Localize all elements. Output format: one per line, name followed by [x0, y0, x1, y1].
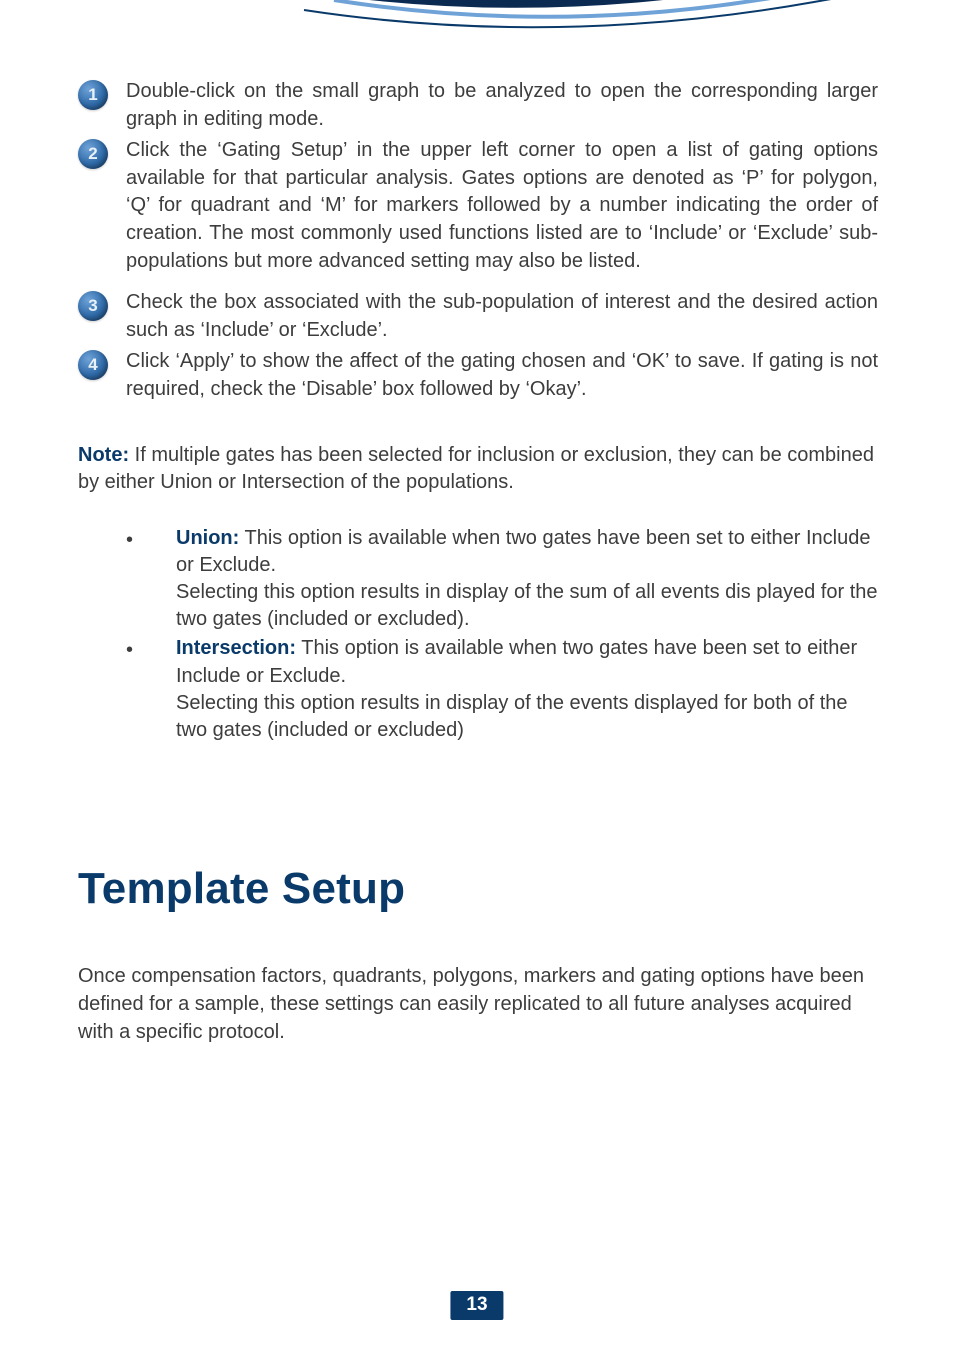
step-badge: 4 [78, 348, 126, 380]
step-badge: 1 [78, 78, 126, 110]
note-text: If multiple gates has been selected for … [78, 444, 874, 494]
step-badge: 2 [78, 137, 126, 169]
page-number: 13 [450, 1291, 503, 1320]
bullet-union: • Union: This option is available when t… [120, 525, 878, 634]
step-number-badge: 4 [78, 350, 108, 380]
step-2: 2 Click the ‘Gating Setup’ in the upper … [78, 137, 878, 275]
bullet-text: Union: This option is available when two… [176, 525, 878, 634]
note-label: Note: [78, 444, 129, 466]
bullet-body: This option is available when two gates … [176, 527, 870, 576]
step-3: 3 Check the box associated with the sub-… [78, 289, 878, 344]
step-text: Double-click on the small graph to be an… [126, 78, 878, 133]
bullet-list: • Union: This option is available when t… [78, 525, 878, 745]
bullet-intersection: • Intersection: This option is available… [120, 635, 878, 744]
step-number-badge: 3 [78, 291, 108, 321]
header-swoosh [294, 0, 954, 80]
bullet-text: Intersection: This option is available w… [176, 635, 878, 744]
step-number-badge: 1 [78, 80, 108, 110]
bullet-marker: • [120, 525, 176, 634]
bullet-sub: Selecting this option results in display… [176, 579, 878, 633]
page: 1 Double-click on the small graph to be … [0, 0, 954, 1354]
bullet-sub: Selecting this option results in display… [176, 690, 878, 744]
bullet-lead: Union: [176, 527, 239, 549]
step-text: Click ‘Apply’ to show the affect of the … [126, 348, 878, 403]
step-1: 1 Double-click on the small graph to be … [78, 78, 878, 133]
step-number-badge: 2 [78, 139, 108, 169]
step-text: Click the ‘Gating Setup’ in the upper le… [126, 137, 878, 275]
step-badge: 3 [78, 289, 126, 321]
step-4: 4 Click ‘Apply’ to show the affect of th… [78, 348, 878, 403]
section-body: Once compensation factors, quadrants, po… [78, 962, 878, 1046]
note-block: Note: If multiple gates has been selecte… [78, 442, 878, 497]
step-text: Check the box associated with the sub-po… [126, 289, 878, 344]
content-area: 1 Double-click on the small graph to be … [78, 78, 878, 1046]
bullet-marker: • [120, 635, 176, 744]
bullet-lead: Intersection: [176, 637, 296, 659]
section-title: Template Setup [78, 864, 878, 914]
